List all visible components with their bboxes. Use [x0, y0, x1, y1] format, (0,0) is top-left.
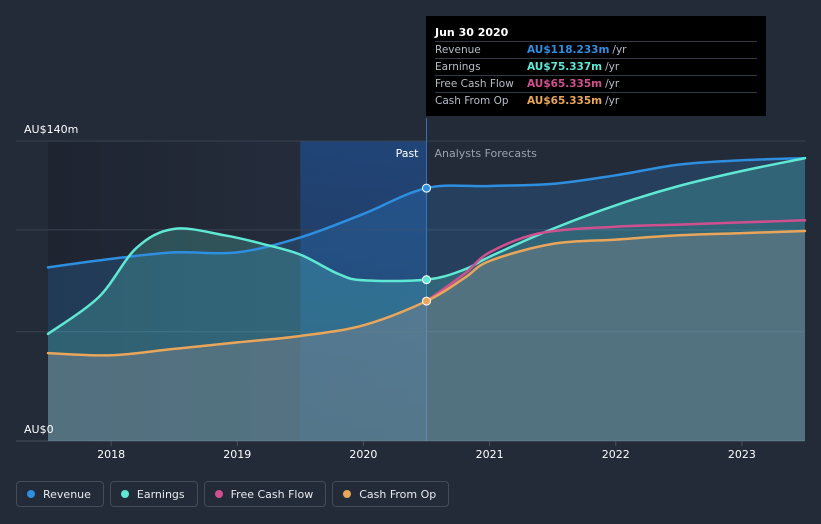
point-marker-earnings — [422, 275, 431, 285]
x-tick-label: 2022 — [602, 448, 630, 461]
legend-dot-icon — [120, 490, 129, 498]
x-tick-label: 2023 — [728, 448, 756, 461]
tooltip-label: Cash From Op — [435, 95, 509, 107]
legend-item-free-cash-flow[interactable]: Free Cash Flow — [203, 481, 327, 507]
tooltip-value: AU$65.335m — [527, 95, 603, 107]
legend-item-earnings[interactable]: Earnings — [109, 481, 198, 507]
x-tick-label: 2018 — [97, 448, 125, 461]
tooltip-date: Jun 30 2020 — [435, 26, 509, 39]
series-area-cash-from-op — [48, 231, 805, 441]
tooltip-unit: /yr — [605, 61, 620, 73]
past-label: Past — [396, 147, 420, 160]
legend-item-cash-from-op[interactable]: Cash From Op — [332, 481, 450, 507]
legend-dot-icon — [343, 490, 352, 498]
series-line-earnings — [46, 156, 807, 336]
legend-label: Cash From Op — [359, 487, 437, 501]
tooltip-unit: /yr — [605, 95, 620, 107]
tooltip-unit: /yr — [605, 78, 620, 90]
legend-dot-icon — [214, 490, 223, 498]
tooltip: Jun 30 2020 Revenue AU$118.233m /yr Earn… — [426, 16, 766, 116]
legend-label: Free Cash Flow — [230, 487, 314, 501]
y-tick-label: AU$0 — [24, 423, 54, 436]
tooltip-value: AU$65.335m — [527, 78, 603, 90]
tooltip-row-earnings: Earnings AU$75.337m /yr — [435, 58, 757, 75]
tooltip-label: Free Cash Flow — [435, 78, 514, 90]
x-tick-label: 2019 — [223, 448, 251, 461]
legend-label: Earnings — [136, 487, 185, 501]
series-line-cash-from-op — [46, 229, 807, 357]
tooltip-value: AU$118.233m — [527, 44, 610, 56]
x-tick-label: 2020 — [349, 448, 377, 461]
tooltip-unit: /yr — [612, 44, 627, 56]
tooltip-label: Earnings — [435, 61, 481, 73]
point-marker-revenue — [422, 183, 431, 193]
legend-label: Revenue — [43, 487, 91, 501]
tooltip-row-free-cash-flow: Free Cash Flow AU$65.335m /yr — [435, 75, 757, 92]
point-marker-cash-from-op — [422, 296, 431, 306]
tooltip-label: Revenue — [435, 44, 481, 56]
series-line-free-cash-flow — [425, 219, 807, 303]
x-tick-label: 2021 — [476, 448, 504, 461]
legend-item-revenue[interactable]: Revenue — [16, 481, 104, 507]
legend: Revenue Earnings Free Cash Flow Cash Fro… — [16, 481, 450, 507]
tooltip-row-revenue: Revenue AU$118.233m /yr — [435, 41, 757, 58]
legend-dot-icon — [27, 490, 35, 498]
hover-highlight — [300, 141, 427, 441]
tooltip-value: AU$75.337m — [527, 61, 603, 73]
tooltip-row-cash-from-op: Cash From Op AU$65.335m /yr — [435, 92, 757, 109]
y-tick-label: AU$140m — [24, 123, 78, 136]
forecast-label: Analysts Forecasts — [435, 147, 538, 160]
